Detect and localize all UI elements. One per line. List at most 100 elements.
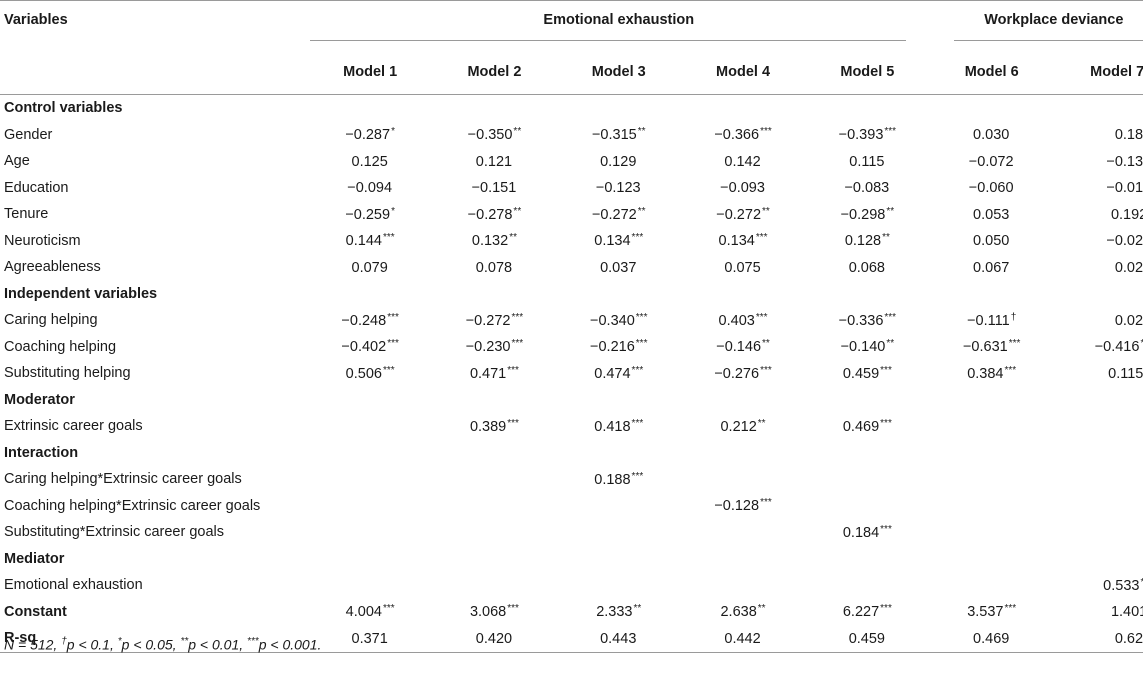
cell-model-5: −0.083 (805, 175, 929, 202)
cell-model-7 (1054, 466, 1143, 493)
coefficient (867, 497, 868, 514)
coefficient-value: −0.272 (591, 206, 637, 223)
significance-mark: ** (886, 205, 895, 217)
model-1-header: Model 1 (308, 50, 433, 95)
coefficient-value: −0.128 (714, 498, 760, 515)
cell-model-4: 2.638** (681, 599, 805, 626)
cell-model-7: 0.192* (1054, 201, 1143, 228)
coefficient-value: 0.025 (1114, 259, 1143, 276)
significance-mark: *** (760, 497, 772, 509)
coefficient: 0.192* (1111, 206, 1143, 223)
cell-model-4 (681, 466, 805, 493)
coefficient: 0.022 (1115, 312, 1143, 329)
cell-model-7 (1054, 413, 1143, 440)
model-3-header: Model 3 (556, 50, 681, 95)
coefficient-value: 0.403 (718, 312, 755, 329)
cell-model-2: −0.230*** (432, 334, 556, 361)
coefficient (618, 497, 619, 514)
coefficient-value: 0.068 (848, 259, 885, 276)
coefficient-value: 2.333 (596, 604, 633, 621)
coefficient-value: −0.123 (595, 180, 641, 197)
cell-model-1: −0.094 (308, 175, 432, 202)
coefficient-value: −0.393 (838, 127, 884, 144)
significance-mark: ** (513, 126, 522, 138)
cell-model-6 (930, 387, 1054, 414)
cell-model-1 (308, 281, 432, 308)
coefficient: 0.506*** (346, 365, 395, 382)
cell-model-1: 0.144*** (308, 228, 432, 255)
coefficient-value: −0.278 (467, 206, 513, 223)
coefficient: −0.416*** (1095, 338, 1143, 355)
coefficient: 0.121 (476, 153, 513, 170)
coefficient: 0.030 (973, 126, 1010, 143)
coefficient (370, 418, 371, 435)
coefficient: −0.248*** (341, 312, 398, 329)
table-row: Neuroticism 0.144*** 0.132** 0.134*** 0.134*… (0, 228, 1143, 255)
coefficient (867, 471, 868, 488)
coefficient-value: 0.037 (600, 259, 637, 276)
cell-model-4: 0.403*** (681, 307, 805, 334)
cell-model-5: 0.184*** (805, 519, 929, 546)
cell-model-3 (557, 440, 681, 467)
coefficient-value: 0.506 (345, 365, 382, 382)
cell-model-1 (308, 546, 432, 573)
cell-model-4: 0.134*** (681, 228, 805, 255)
coefficient: 0.459*** (843, 365, 892, 382)
cell-model-2: 3.068*** (432, 599, 556, 626)
significance-mark: *** (880, 364, 892, 376)
coefficient: −0.315** (592, 126, 646, 143)
table-row: Coaching helping*Extrinsic career goals −… (0, 493, 1143, 520)
coefficient: 0.459 (849, 630, 886, 647)
cell-model-4: −0.276*** (681, 360, 805, 387)
header-group-row: Variables Emotional exhaustion Workplace… (0, 0, 1143, 50)
cell-model-3: −0.315** (557, 122, 681, 149)
coefficient-value: 0.144 (345, 233, 382, 250)
coefficient: −0.010 (1106, 179, 1143, 196)
cell-model-6: 0.050 (930, 228, 1054, 255)
cell-model-7: −0.416*** (1054, 334, 1143, 361)
coefficient-value: 3.068 (469, 604, 507, 621)
coefficient (370, 471, 371, 488)
coefficient-value: 0.121 (475, 153, 513, 170)
coefficient-value: −0.631 (962, 339, 1008, 356)
coefficient-value: −0.272 (716, 206, 762, 223)
coefficient-value: −0.402 (341, 339, 387, 356)
cell-model-6 (930, 440, 1054, 467)
significance-mark: *** (382, 232, 395, 244)
cell-model-7 (1054, 281, 1143, 308)
cell-model-1: −0.287* (308, 122, 432, 149)
cell-model-4: −0.272** (681, 201, 805, 228)
cell-model-1: 0.125 (308, 148, 432, 175)
footnote-p1: p < 0.1, (66, 636, 118, 653)
significance-mark: ** (762, 338, 770, 350)
coefficient-value: −0.276 (714, 365, 760, 382)
significance-mark: *** (1004, 603, 1017, 615)
table-row: Age 0.125 0.121 0.129 0.142 0.115 −0.072 −0.139 (0, 148, 1143, 175)
significance-mark: *** (880, 523, 892, 535)
coefficient-value: 0.030 (973, 127, 1010, 144)
cell-model-3: 0.443 (556, 625, 681, 653)
table-row: Caring helping −0.248*** −0.272*** −0.340**… (0, 307, 1143, 334)
cell-model-3: 2.333** (557, 599, 681, 626)
coefficient-value: 0.075 (724, 259, 761, 276)
regression-table: Variables Emotional exhaustion Workplace… (0, 0, 1143, 653)
group-divider-line (310, 40, 906, 41)
coefficient: 0.469*** (843, 418, 892, 435)
significance-mark: *** (884, 311, 897, 323)
cell-model-5: −0.140** (805, 334, 929, 361)
coefficient: 0.078 (476, 259, 513, 276)
coefficient-value: −0.298 (840, 206, 886, 223)
cell-model-7: 0.022 (1054, 307, 1143, 334)
cell-model-2 (432, 95, 556, 122)
cell-model-6 (930, 546, 1054, 573)
coefficient: 3.068*** (470, 603, 519, 620)
cell-model-1 (308, 519, 432, 546)
coefficient: −0.402*** (341, 338, 398, 355)
coefficient (370, 497, 371, 514)
coefficient-value: −0.350 (467, 127, 513, 144)
cell-model-5: −0.393*** (805, 122, 929, 149)
cell-model-4: 0.075 (681, 254, 805, 281)
coefficient: 0.182 (1115, 126, 1143, 143)
table-row: Emotional exhaustion 0.533*** (0, 572, 1143, 599)
coefficient-value: 0.443 (600, 630, 637, 647)
